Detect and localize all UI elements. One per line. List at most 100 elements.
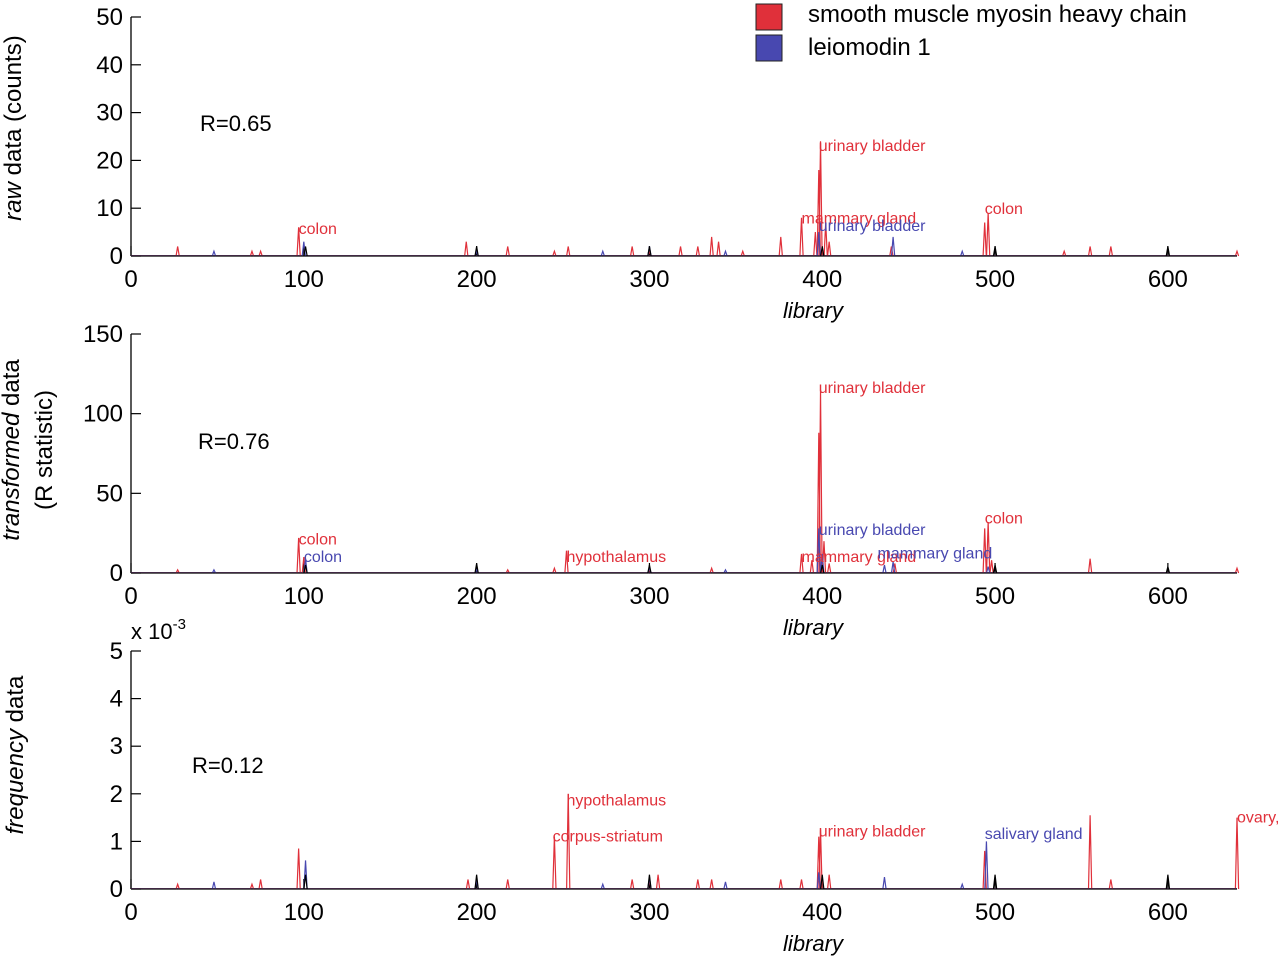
peak-mark xyxy=(816,872,821,890)
peak-mark xyxy=(820,553,825,574)
y-tick-label-transformed: 150 xyxy=(83,321,123,348)
peak-mark xyxy=(566,246,571,257)
peak-mark xyxy=(882,564,887,574)
annotation-raw: urinary bladder xyxy=(819,218,926,235)
peak-mark xyxy=(211,568,217,574)
annotation-transformed: hypothalamus xyxy=(566,549,666,566)
peak-mark xyxy=(249,882,255,890)
peak-mark xyxy=(647,246,652,257)
peak-mark xyxy=(465,879,471,890)
legend-label-leiomodin: leiomodin 1 xyxy=(808,34,931,61)
peak-mark xyxy=(982,528,987,574)
peak-mark xyxy=(709,879,714,890)
annotation-raw: colon xyxy=(985,201,1023,218)
peak-mark xyxy=(723,568,728,574)
peak-mark xyxy=(505,879,510,890)
peak-mark xyxy=(1234,817,1240,890)
x-tick-label-frequency: 100 xyxy=(284,899,324,926)
peak-mark xyxy=(820,246,825,257)
peak-mark xyxy=(1087,815,1093,890)
peak-mark xyxy=(175,568,180,574)
peak-mark xyxy=(813,232,818,257)
peak-mark xyxy=(820,874,825,890)
peak-mark xyxy=(960,249,965,257)
x-tick-label-raw: 300 xyxy=(629,266,669,293)
annotation-frequency: hypothalamus xyxy=(566,793,666,810)
x-axis-title-transformed: library xyxy=(783,615,845,640)
peak-mark xyxy=(820,564,825,574)
x-axis-title-frequency: library xyxy=(783,931,845,956)
r-value-frequency: R=0.12 xyxy=(192,753,264,778)
y-tick-label-transformed: 50 xyxy=(96,480,123,507)
peak-mark xyxy=(816,232,821,257)
peak-mark xyxy=(1062,249,1067,257)
peak-mark xyxy=(249,249,255,257)
peak-mark xyxy=(303,874,308,890)
peak-mark xyxy=(464,241,469,257)
peak-mark xyxy=(809,560,815,574)
x-tick-label-frequency: 200 xyxy=(457,899,497,926)
peak-mark xyxy=(982,222,987,257)
peak-mark xyxy=(505,246,510,257)
peak-mark xyxy=(296,848,301,890)
peak-mark xyxy=(826,563,832,574)
x-tick-label-raw: 400 xyxy=(802,266,842,293)
peak-mark xyxy=(1165,566,1171,574)
peak-mark xyxy=(709,566,714,574)
peak-mark xyxy=(816,528,821,574)
y-tick-label-raw: 0 xyxy=(110,243,123,270)
peak-mark xyxy=(258,249,263,257)
x-tick-label-raw: 200 xyxy=(457,266,497,293)
x-tick-label-frequency: 400 xyxy=(802,899,842,926)
series-frequency-2 xyxy=(131,874,1237,890)
x-tick-label-raw: 600 xyxy=(1148,266,1188,293)
peak-mark xyxy=(989,560,994,574)
y-tick-label-raw: 10 xyxy=(96,195,123,222)
peak-mark xyxy=(740,249,745,257)
peak-mark xyxy=(303,564,308,574)
peak-mark xyxy=(723,881,728,890)
peak-mark xyxy=(985,521,991,574)
peak-mark xyxy=(823,222,828,257)
y-exponent-label: x 10-3 xyxy=(131,616,186,644)
legend-label-myosin: smooth muscle myosin heavy chain xyxy=(808,1,1187,28)
y-tick-label-frequency: 3 xyxy=(110,733,123,760)
peak-mark xyxy=(1234,566,1240,574)
peak-mark xyxy=(474,563,479,574)
annotation-transformed: mammary gland xyxy=(802,549,917,566)
peak-mark xyxy=(992,874,998,890)
peak-mark xyxy=(566,793,571,890)
peak-mark xyxy=(564,550,569,574)
x-tick-label-frequency: 300 xyxy=(629,899,669,926)
x-tick-label-transformed: 0 xyxy=(124,583,137,610)
x-tick-label-transformed: 600 xyxy=(1148,583,1188,610)
peak-mark xyxy=(799,879,804,890)
annotation-raw: mammary gland xyxy=(802,210,917,227)
peak-mark xyxy=(211,881,217,890)
panel-frequency: 0 1 2 3 4 5 0 100 200 300 400 500 600 library x 10-3 hy… xyxy=(110,616,1280,956)
peak-mark xyxy=(984,841,989,890)
x-tick-label-transformed: 500 xyxy=(975,583,1015,610)
peak-mark xyxy=(629,246,635,257)
peak-mark xyxy=(600,249,605,257)
y-tick-label-transformed: 100 xyxy=(83,401,123,428)
annotation-transformed: mammary gland xyxy=(878,546,993,563)
y-tick-label-raw: 40 xyxy=(96,52,123,79)
annotation-transformed: colon xyxy=(985,511,1023,528)
annotation-transformed: urinary bladder xyxy=(819,522,926,539)
series-transformed-0 xyxy=(131,389,1240,574)
x-tick-label-transformed: 400 xyxy=(802,583,842,610)
legend-swatch-myosin xyxy=(755,3,783,31)
y-tick-label-frequency: 0 xyxy=(110,876,123,903)
peak-mark xyxy=(552,836,557,890)
peak-mark xyxy=(1108,879,1114,890)
y-tick-label-raw: 20 xyxy=(96,147,123,174)
peak-mark xyxy=(826,874,832,890)
peak-mark xyxy=(505,568,510,574)
peak-mark xyxy=(960,882,965,890)
peak-mark xyxy=(296,227,301,257)
x-tick-label-frequency: 500 xyxy=(975,899,1015,926)
x-tick-label-transformed: 100 xyxy=(284,583,324,610)
annotation-raw: urinary bladder xyxy=(819,138,926,155)
